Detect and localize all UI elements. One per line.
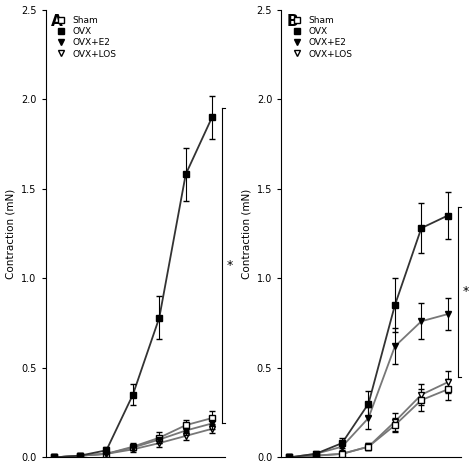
Y-axis label: Contraction (mN): Contraction (mN)	[6, 189, 16, 279]
Text: *: *	[227, 259, 233, 272]
Y-axis label: Contraction (mN): Contraction (mN)	[241, 189, 251, 279]
Text: B: B	[287, 14, 298, 29]
Text: A: A	[51, 14, 63, 29]
Legend: Sham, OVX, OVX+E2, OVX+LOS: Sham, OVX, OVX+E2, OVX+LOS	[48, 12, 120, 62]
Legend: Sham, OVX, OVX+E2, OVX+LOS: Sham, OVX, OVX+E2, OVX+LOS	[284, 12, 356, 62]
Text: *: *	[462, 285, 468, 298]
